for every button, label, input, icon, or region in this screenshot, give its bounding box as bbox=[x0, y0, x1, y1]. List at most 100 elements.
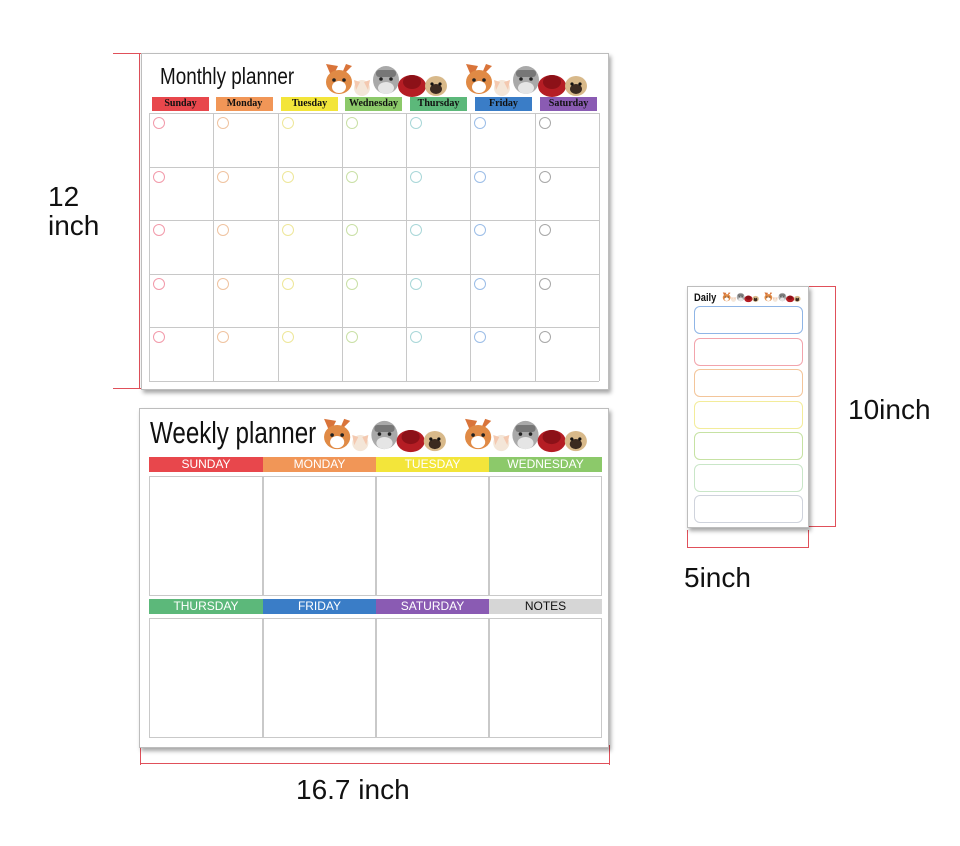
date-circle[interactable] bbox=[217, 331, 230, 344]
daily-planner-title: Daily bbox=[694, 292, 717, 304]
date-circle[interactable] bbox=[217, 224, 230, 237]
date-circle[interactable] bbox=[474, 277, 487, 290]
date-circle[interactable] bbox=[474, 224, 487, 237]
date-circle[interactable] bbox=[281, 170, 294, 183]
date-circle[interactable] bbox=[345, 331, 358, 344]
monthly-planner-title: Monthly planner bbox=[160, 63, 295, 89]
date-circle[interactable] bbox=[281, 277, 294, 290]
grid-horizontal-line bbox=[149, 113, 599, 114]
dim-line-left-top bbox=[113, 53, 141, 54]
weekly-box-friday[interactable] bbox=[263, 618, 376, 738]
date-circle[interactable] bbox=[153, 170, 165, 183]
grid-vertical-line bbox=[406, 113, 408, 381]
date-circle[interactable] bbox=[538, 277, 551, 290]
date-circle[interactable] bbox=[474, 170, 487, 183]
weekly-box-wednesday[interactable] bbox=[489, 476, 602, 596]
date-circle[interactable] bbox=[217, 277, 230, 290]
dim-line-daily-right-top bbox=[808, 286, 836, 287]
weekly-box-thursday[interactable] bbox=[149, 618, 263, 738]
dim-label-planner-width: 16.7 inch bbox=[296, 774, 410, 805]
dim-line-daily-right bbox=[835, 286, 836, 526]
date-circle[interactable] bbox=[538, 117, 551, 129]
date-circle[interactable] bbox=[410, 117, 423, 129]
weekly-header-sunday: SUNDAY bbox=[149, 457, 263, 472]
weekly-header-tuesday: TUESDAY bbox=[376, 457, 489, 472]
daily-box-7[interactable] bbox=[694, 495, 803, 523]
date-circle[interactable] bbox=[153, 117, 165, 129]
date-circle[interactable] bbox=[153, 277, 165, 290]
monthly-header-thursday: Thursday bbox=[410, 97, 467, 111]
dim-line-bottom-left bbox=[140, 745, 141, 765]
grid-horizontal-line bbox=[149, 166, 599, 168]
date-circle[interactable] bbox=[345, 277, 358, 290]
weekly-header-friday: FRIDAY bbox=[263, 599, 376, 614]
monthly-header-friday: Friday bbox=[475, 97, 532, 111]
date-circle[interactable] bbox=[538, 170, 551, 183]
date-circle[interactable] bbox=[410, 331, 423, 344]
dog-illustration-icon bbox=[326, 64, 587, 97]
dim-line-left-vertical bbox=[139, 53, 140, 388]
dim-line-bottom-horizontal bbox=[140, 763, 610, 764]
daily-box-2[interactable] bbox=[694, 338, 803, 366]
date-circle[interactable] bbox=[345, 170, 358, 183]
dim-line-daily-bottom-left bbox=[687, 530, 688, 548]
monthly-header-wednesday: Wednesday bbox=[345, 97, 402, 111]
date-circle[interactable] bbox=[281, 117, 294, 129]
dim-line-left-bottom bbox=[113, 388, 141, 389]
monthly-header-sunday: Sunday bbox=[152, 97, 209, 111]
daily-box-4[interactable] bbox=[694, 401, 803, 429]
grid-horizontal-line bbox=[149, 220, 599, 222]
monthly-header-tuesday: Tuesday bbox=[281, 97, 338, 111]
date-circle[interactable] bbox=[217, 117, 230, 129]
date-circle[interactable] bbox=[153, 224, 165, 237]
daily-box-5[interactable] bbox=[694, 432, 803, 460]
grid-vertical-line bbox=[149, 113, 150, 381]
weekly-header-thursday: THURSDAY bbox=[149, 599, 263, 614]
dog-illustration-icon bbox=[324, 418, 587, 453]
monthly-planner-sheet: Monthly planner Sunday Monday Tuesday We… bbox=[141, 53, 609, 390]
weekly-header-saturday: SATURDAY bbox=[376, 599, 489, 614]
monthly-header-saturday: Saturday bbox=[540, 97, 597, 111]
date-circle[interactable] bbox=[538, 331, 551, 344]
grid-vertical-line bbox=[213, 113, 215, 381]
dim-label-daily-height: 10inch bbox=[848, 394, 931, 425]
daily-planner-sheet: Daily bbox=[687, 286, 809, 528]
date-circle[interactable] bbox=[410, 224, 423, 237]
date-circle[interactable] bbox=[281, 224, 294, 237]
weekly-header-monday: MONDAY bbox=[263, 457, 376, 472]
dim-line-daily-right-bottom bbox=[808, 526, 836, 527]
weekly-box-monday[interactable] bbox=[263, 476, 376, 596]
dim-line-daily-bottom bbox=[687, 547, 809, 548]
date-circle[interactable] bbox=[410, 170, 423, 183]
grid-vertical-line bbox=[599, 113, 600, 381]
weekly-header-notes: NOTES bbox=[489, 599, 602, 614]
date-circle[interactable] bbox=[538, 224, 551, 237]
weekly-planner-title: Weekly planner bbox=[150, 415, 317, 450]
grid-vertical-line bbox=[534, 113, 536, 381]
date-circle[interactable] bbox=[153, 331, 165, 344]
monthly-header-monday: Monday bbox=[216, 97, 273, 111]
weekly-header-wednesday: WEDNESDAY bbox=[489, 457, 602, 472]
date-circle[interactable] bbox=[474, 117, 487, 129]
grid-vertical-line bbox=[277, 113, 279, 381]
date-circle[interactable] bbox=[345, 224, 358, 237]
daily-box-1[interactable] bbox=[694, 306, 803, 334]
dog-illustration-icon bbox=[722, 292, 801, 303]
monthly-calendar-grid bbox=[149, 113, 600, 382]
date-circle[interactable] bbox=[474, 331, 487, 344]
dim-line-bottom-right bbox=[609, 745, 610, 765]
weekly-box-tuesday[interactable] bbox=[376, 476, 489, 596]
date-circle[interactable] bbox=[217, 170, 230, 183]
date-circle[interactable] bbox=[281, 331, 294, 344]
weekly-box-sunday[interactable] bbox=[149, 476, 263, 596]
weekly-box-saturday[interactable] bbox=[376, 618, 489, 738]
daily-box-6[interactable] bbox=[694, 464, 803, 492]
date-circle[interactable] bbox=[410, 277, 423, 290]
grid-horizontal-line bbox=[149, 273, 599, 275]
daily-box-3[interactable] bbox=[694, 369, 803, 397]
dim-label-monthly-height: 12 inch bbox=[48, 181, 100, 241]
dim-line-daily-bottom-right bbox=[808, 530, 809, 548]
grid-vertical-line bbox=[470, 113, 472, 381]
date-circle[interactable] bbox=[345, 117, 358, 129]
weekly-box-notes[interactable] bbox=[489, 618, 602, 738]
